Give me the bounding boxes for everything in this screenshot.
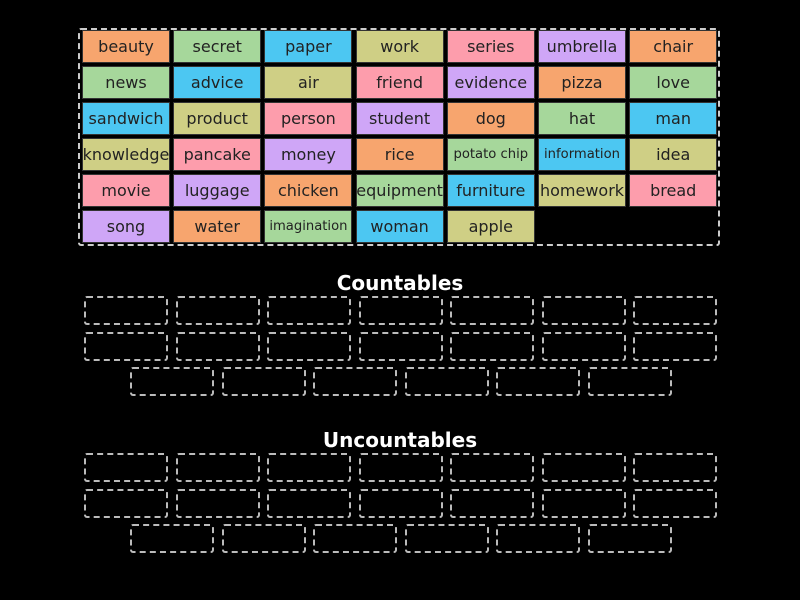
drop-slot[interactable]	[450, 331, 534, 361]
word-bank	[78, 28, 720, 246]
word-tile[interactable]: furniture	[446, 174, 535, 207]
drop-slot[interactable]	[541, 331, 626, 361]
word-tile[interactable]: equipment	[355, 174, 444, 207]
word-tile[interactable]: paper	[264, 30, 353, 63]
word-tile[interactable]: love	[629, 66, 718, 99]
drop-slot[interactable]	[404, 367, 489, 396]
drop-slot[interactable]	[633, 296, 717, 325]
drop-slot[interactable]	[84, 453, 168, 482]
word-tile[interactable]: pancake	[173, 138, 262, 171]
word-tile[interactable]: idea	[629, 138, 718, 171]
drop-slot[interactable]	[175, 331, 260, 361]
drop-slot[interactable]	[633, 488, 717, 518]
word-tile[interactable]: potato chip	[446, 138, 535, 171]
word-tile[interactable]: news	[82, 66, 170, 99]
word-tile[interactable]: student	[355, 102, 444, 135]
drop-slot[interactable]	[450, 453, 534, 482]
drop-slot[interactable]	[313, 524, 397, 553]
drop-slot[interactable]	[450, 488, 534, 518]
word-tile[interactable]: beauty	[82, 30, 170, 63]
word-tile[interactable]: money	[264, 138, 353, 171]
word-tile[interactable]: chair	[629, 30, 718, 63]
drop-slot[interactable]	[175, 453, 260, 482]
word-tile[interactable]: hat	[538, 102, 626, 135]
word-tile[interactable]: umbrella	[538, 30, 626, 63]
group-heading: Countables	[336, 271, 464, 295]
word-tile[interactable]: knowledge	[82, 138, 170, 171]
word-tile[interactable]: bread	[629, 174, 718, 207]
drop-slot[interactable]	[84, 331, 168, 361]
drop-slot[interactable]	[633, 453, 717, 482]
drop-slot[interactable]	[587, 367, 672, 396]
word-tile[interactable]: work	[355, 30, 444, 63]
drop-slot[interactable]	[496, 367, 580, 396]
drop-slot[interactable]	[175, 488, 260, 518]
drop-slot[interactable]	[221, 367, 306, 396]
drop-slot[interactable]	[358, 331, 443, 361]
word-tile[interactable]: water	[173, 210, 262, 243]
word-tile[interactable]: rice	[355, 138, 444, 171]
word-tile[interactable]: movie	[82, 174, 170, 207]
word-tile[interactable]: sandwich	[82, 102, 170, 135]
drop-slot[interactable]	[541, 488, 626, 518]
word-tile[interactable]: air	[264, 66, 353, 99]
word-tile[interactable]: homework	[538, 174, 626, 207]
word-tile[interactable]: person	[264, 102, 353, 135]
drop-slot[interactable]	[130, 367, 214, 396]
drop-slot[interactable]	[130, 524, 214, 553]
word-tile[interactable]: apple	[446, 210, 535, 243]
drop-slot[interactable]	[496, 524, 580, 553]
drop-slot[interactable]	[541, 453, 626, 482]
word-tile[interactable]: chicken	[264, 174, 353, 207]
word-tile[interactable]: product	[173, 102, 262, 135]
word-tile[interactable]: pizza	[538, 66, 626, 99]
word-tile[interactable]: friend	[355, 66, 444, 99]
drop-slot[interactable]	[84, 488, 168, 518]
drop-slot[interactable]	[633, 331, 717, 361]
drop-slot[interactable]	[404, 524, 489, 553]
word-tile[interactable]: song	[82, 210, 170, 243]
drop-slot[interactable]	[84, 296, 168, 325]
drop-slot[interactable]	[358, 453, 443, 482]
word-tile[interactable]: secret	[173, 30, 262, 63]
drop-slot[interactable]	[267, 488, 351, 518]
word-tile[interactable]: advice	[173, 66, 262, 99]
drop-slot[interactable]	[221, 524, 306, 553]
word-tile[interactable]: man	[629, 102, 718, 135]
drop-slot[interactable]	[267, 296, 351, 325]
word-tile[interactable]: luggage	[173, 174, 262, 207]
word-tile[interactable]: evidence	[446, 66, 535, 99]
word-tile[interactable]: information	[538, 138, 626, 171]
drop-slot[interactable]	[541, 296, 626, 325]
drop-slot[interactable]	[358, 296, 443, 325]
drop-slot[interactable]	[267, 453, 351, 482]
drop-slot[interactable]	[587, 524, 672, 553]
word-tile[interactable]: woman	[355, 210, 444, 243]
drop-slot[interactable]	[175, 296, 260, 325]
drop-slot[interactable]	[267, 331, 351, 361]
group-heading: Uncountables	[322, 428, 478, 452]
word-tile[interactable]: dog	[446, 102, 535, 135]
word-tile[interactable]: imagination	[264, 210, 353, 243]
drop-slot[interactable]	[358, 488, 443, 518]
drop-slot[interactable]	[313, 367, 397, 396]
word-tile[interactable]: series	[446, 30, 535, 63]
drop-slot[interactable]	[450, 296, 534, 325]
